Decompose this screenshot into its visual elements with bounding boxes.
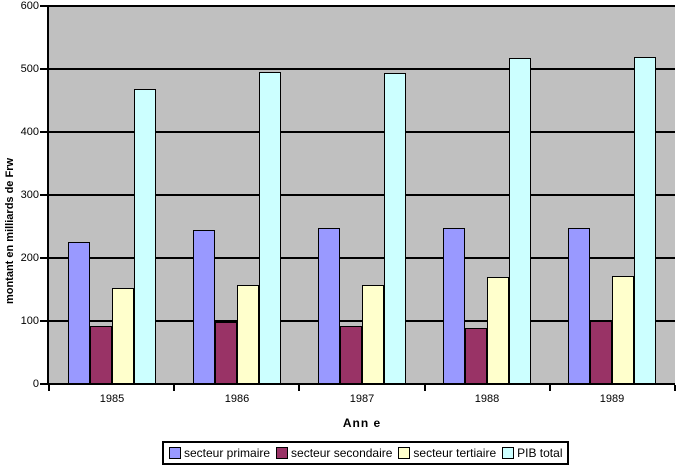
bar-PIB-total-1987	[384, 73, 406, 383]
legend-swatch-icon	[169, 447, 181, 459]
x-tick-label-1989: 1989	[599, 393, 625, 405]
bar-secteur-primaire-1985	[68, 242, 90, 383]
y-tick-100	[40, 320, 48, 322]
bar-secteur-secondaire-1989	[590, 321, 612, 383]
y-tick-0	[40, 383, 48, 385]
gridline-300	[49, 194, 675, 196]
y-tick-label-600: 600	[20, 0, 39, 12]
bar-PIB-total-1988	[509, 58, 531, 383]
x-tick-label-1988: 1988	[474, 393, 500, 405]
bar-secteur-primaire-1987	[318, 228, 340, 383]
y-tick-label-200: 200	[20, 252, 39, 264]
x-tick-2	[298, 385, 300, 391]
x-tick-3	[424, 385, 426, 391]
y-tick-200	[40, 257, 48, 259]
gridline-500	[49, 68, 675, 70]
legend-item-secteur-tertiaire: secteur tertiaire	[398, 446, 496, 460]
bar-secteur-secondaire-1987	[340, 326, 362, 383]
legend-label: PIB total	[517, 446, 563, 460]
plot-area	[49, 5, 675, 383]
y-tick-label-300: 300	[20, 189, 39, 201]
x-tick-label-1987: 1987	[349, 393, 375, 405]
y-axis-line	[47, 5, 49, 385]
y-tick-label-0: 0	[32, 378, 39, 390]
y-tick-label-500: 500	[20, 63, 39, 75]
legend-item-secteur-primaire: secteur primaire	[169, 446, 270, 460]
legend-swatch-icon	[276, 447, 289, 459]
y-tick-label-400: 400	[20, 126, 39, 138]
y-tick-label-100: 100	[20, 315, 39, 327]
bar-secteur-secondaire-1988	[465, 328, 487, 383]
gridline-200	[49, 257, 675, 259]
bar-secteur-tertiaire-1989	[612, 276, 634, 383]
y-axis-title: montant en milliards de Frw	[4, 157, 16, 305]
x-axis-title: Ann e	[342, 416, 382, 430]
y-tick-500	[40, 68, 48, 70]
bar-PIB-total-1989	[634, 57, 656, 383]
bar-PIB-total-1986	[259, 72, 281, 383]
x-tick-5	[674, 385, 676, 391]
x-tick-1	[173, 385, 175, 391]
bar-secteur-tertiaire-1986	[237, 285, 259, 383]
x-tick-0	[48, 385, 50, 391]
x-tick-label-1985: 1985	[99, 393, 125, 405]
y-tick-300	[40, 194, 48, 196]
legend-label: secteur secondaire	[291, 446, 393, 460]
bar-secteur-primaire-1986	[193, 230, 215, 383]
bar-secteur-tertiaire-1987	[362, 285, 384, 383]
legend-swatch-icon	[502, 447, 515, 459]
bar-secteur-secondaire-1985	[90, 326, 112, 383]
bar-secteur-primaire-1988	[443, 228, 465, 383]
bar-secteur-tertiaire-1985	[112, 288, 134, 383]
gridline-400	[49, 131, 675, 133]
legend-item-PIB-total: PIB total	[502, 446, 562, 460]
legend: secteur primaire secteur secondaire secteu…	[162, 441, 570, 465]
legend-swatch-icon	[398, 447, 411, 459]
bar-PIB-total-1985	[134, 89, 156, 383]
gridline-600	[49, 5, 675, 7]
y-tick-400	[40, 131, 48, 133]
legend-item-secteur-secondaire: secteur secondaire	[276, 446, 392, 460]
bar-secteur-secondaire-1986	[215, 322, 237, 383]
y-tick-600	[40, 5, 48, 7]
bar-secteur-primaire-1989	[568, 228, 590, 383]
bar-secteur-tertiaire-1988	[487, 277, 509, 383]
x-axis-line	[47, 383, 675, 385]
x-tick-4	[549, 385, 551, 391]
legend-label: secteur tertiaire	[413, 446, 497, 460]
legend-label: secteur primaire	[184, 446, 271, 460]
x-tick-label-1986: 1986	[224, 393, 250, 405]
